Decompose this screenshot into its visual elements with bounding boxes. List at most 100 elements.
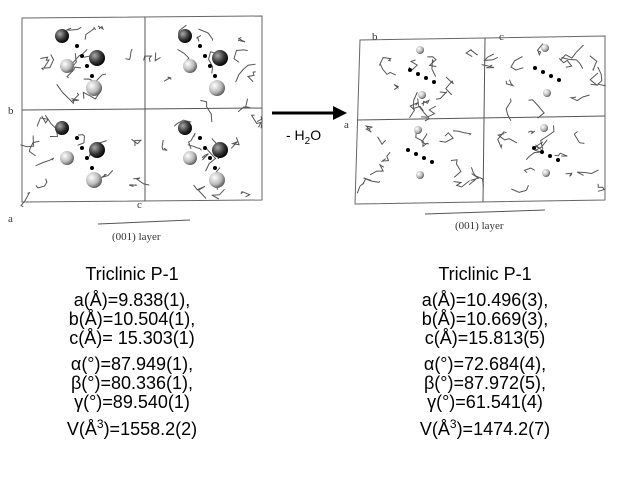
bond	[233, 49, 248, 63]
atom	[541, 44, 549, 52]
volume-text: )=1558.2(2)	[104, 419, 198, 439]
dot	[90, 74, 94, 78]
bond	[35, 157, 55, 167]
dot	[408, 68, 412, 72]
atom	[542, 169, 550, 177]
bond	[379, 64, 397, 76]
bond	[364, 125, 373, 133]
bond	[369, 163, 385, 176]
dot	[90, 166, 94, 170]
bond	[554, 152, 568, 157]
cell-length: c(Å)= 15.303(1)	[69, 328, 195, 348]
cell-length: c(Å)=15.813(5)	[425, 328, 546, 348]
bond	[576, 169, 599, 176]
cell-length: a(Å)=9.838(1),	[74, 290, 191, 310]
bond	[154, 52, 161, 62]
dot	[557, 78, 561, 82]
bond	[208, 51, 218, 74]
bond	[356, 178, 367, 194]
dot	[422, 156, 426, 160]
atom	[89, 50, 105, 66]
bond	[36, 115, 49, 127]
bond	[528, 99, 545, 119]
atom	[60, 151, 74, 165]
bond	[193, 184, 207, 199]
volume-text: )=1474.2(7)	[457, 419, 551, 439]
bond	[377, 136, 387, 146]
bond	[187, 132, 196, 150]
cell-length: a(Å)=10.496(3),	[422, 290, 549, 310]
bond	[540, 125, 555, 149]
bond	[465, 49, 478, 58]
dot	[85, 156, 89, 160]
bond	[200, 99, 213, 123]
bond	[597, 183, 605, 192]
arrow-label-text: - H	[286, 127, 305, 143]
bond	[468, 173, 480, 186]
cell-divider	[356, 115, 606, 121]
cell-angle: β(°)=87.972(5),	[424, 373, 546, 393]
bond	[201, 153, 209, 161]
cell-angle: γ(°)=61.541(4)	[427, 392, 543, 412]
bond	[559, 44, 584, 61]
dot	[213, 74, 217, 78]
bond	[452, 130, 472, 136]
layer-line	[424, 209, 546, 215]
arrow-label: - H2O	[286, 127, 321, 147]
axis-label: c	[499, 31, 504, 43]
atom	[178, 29, 192, 43]
axis-label: b	[8, 105, 14, 117]
dot	[208, 64, 212, 68]
bond	[71, 92, 80, 102]
bond	[505, 79, 515, 87]
dot	[198, 136, 202, 140]
bond	[589, 55, 598, 71]
bond	[523, 167, 536, 174]
bond	[421, 133, 429, 145]
axis-label: a	[8, 213, 13, 225]
axis-label: c	[137, 199, 142, 211]
bond	[205, 147, 217, 172]
bond	[198, 28, 213, 41]
layer-label: (001) layer	[112, 231, 161, 243]
bond	[41, 54, 55, 71]
atom	[86, 80, 102, 96]
bond	[256, 116, 263, 129]
bond	[235, 63, 256, 83]
bond	[596, 66, 606, 87]
atom	[60, 59, 74, 73]
bond	[129, 184, 137, 187]
superscript: 3	[450, 417, 457, 431]
bond	[240, 191, 251, 198]
dot	[208, 156, 212, 160]
volume-text: V(Å	[67, 419, 97, 439]
dot	[80, 146, 84, 150]
bond	[143, 55, 153, 63]
bond	[173, 119, 192, 127]
dot	[406, 148, 410, 152]
bond	[35, 178, 48, 189]
bond	[421, 105, 437, 118]
cell-volume: V(Å3)=1474.2(7)	[420, 417, 550, 439]
bond	[589, 72, 599, 86]
superscript: 3	[97, 417, 104, 431]
dot	[548, 154, 552, 158]
bond	[66, 66, 81, 79]
atom	[183, 151, 197, 165]
cell-angle: α(°)=72.684(4),	[424, 354, 546, 374]
bond	[409, 102, 419, 119]
dot	[203, 54, 207, 58]
bond	[561, 57, 584, 69]
bond	[510, 55, 524, 71]
dot	[541, 70, 545, 74]
bond	[211, 188, 225, 200]
bond	[481, 64, 495, 69]
arrow-head	[333, 106, 347, 120]
atom	[416, 46, 424, 54]
crystal-system: Triclinic P-1	[438, 264, 531, 284]
dot	[416, 72, 420, 76]
dot	[432, 80, 436, 84]
cell-volume: V(Å3)=1558.2(2)	[67, 417, 197, 439]
bond	[445, 76, 454, 96]
dot	[75, 136, 79, 140]
